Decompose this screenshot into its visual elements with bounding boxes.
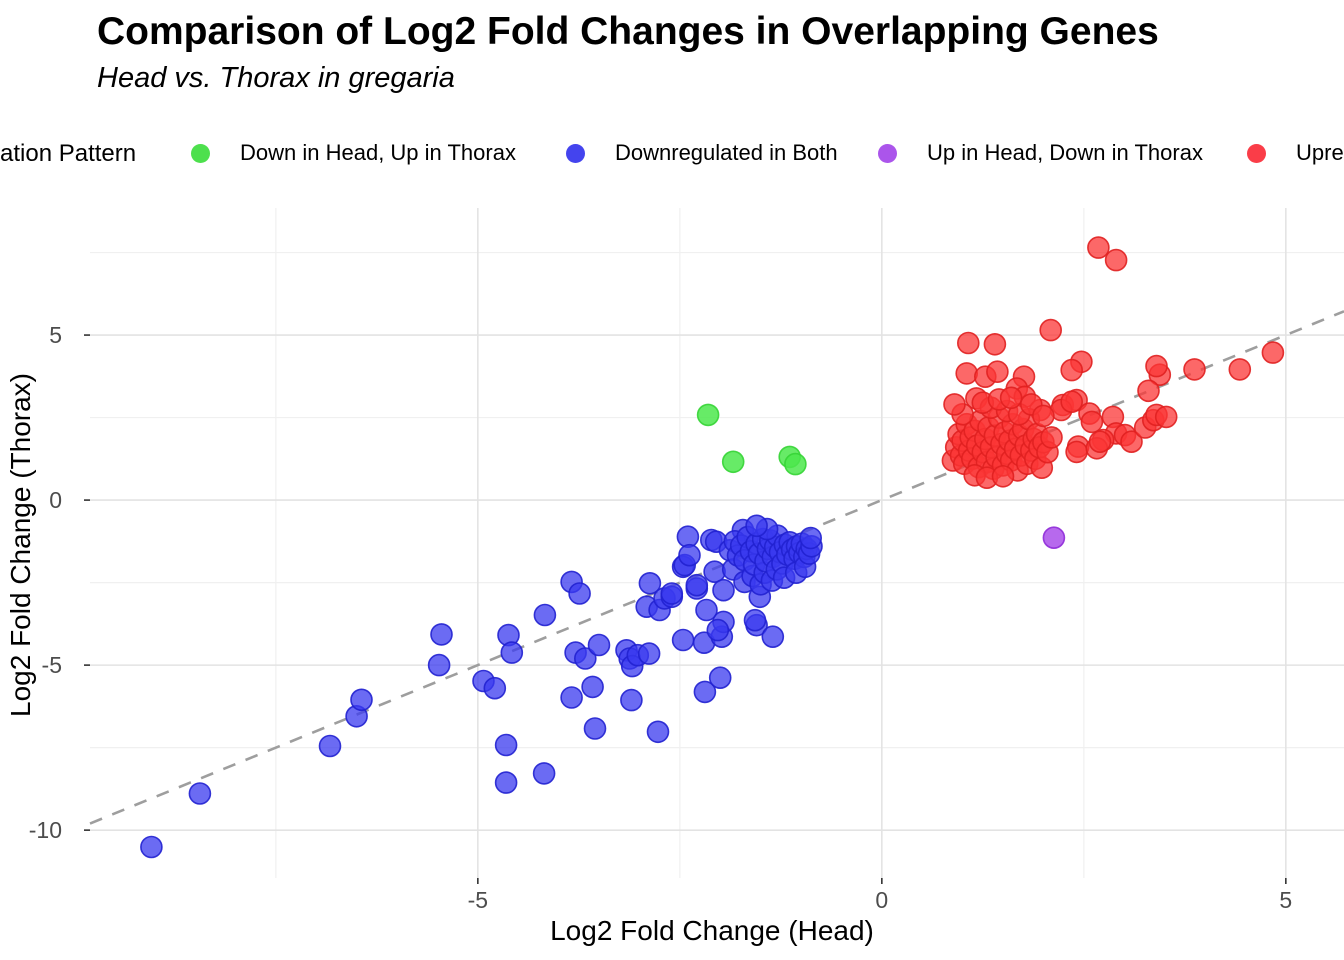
- data-point: [1228, 358, 1252, 381]
- x-tick-label: 5: [1279, 887, 1292, 913]
- legend-item-down-head-up-thorax: Down in Head, Up in Thorax: [191, 133, 516, 173]
- data-point: [140, 835, 163, 859]
- legend-dot-icon: [1247, 143, 1266, 163]
- legend-item-up-head-down-thorax: Up in Head, Down in Thorax: [878, 133, 1203, 173]
- y-tick-label: -10: [29, 817, 62, 843]
- data-point: [685, 573, 709, 597]
- data-point: [956, 331, 980, 355]
- data-point: [581, 675, 604, 699]
- data-point: [532, 762, 556, 785]
- data-point: [1104, 248, 1128, 272]
- data-point: [1120, 430, 1143, 453]
- data-point: [318, 734, 342, 758]
- data-point: [483, 676, 507, 700]
- data-point: [1080, 410, 1104, 434]
- chart-subtitle: Head vs. Thorax in gregaria: [97, 62, 455, 94]
- legend-title: ation Pattern: [0, 140, 137, 167]
- data-point: [1088, 430, 1112, 453]
- scatter-plot: -5 0 5 5 0 -5 -10 Log2 Fold Change (Head) Log2 F…: [5, 208, 1344, 946]
- legend-dot-icon: [878, 143, 897, 163]
- y-tick-label: 0: [49, 487, 62, 513]
- data-point: [1032, 404, 1055, 428]
- data-point: [587, 633, 611, 657]
- data-point: [986, 360, 1009, 383]
- data-point: [500, 641, 524, 664]
- data-point: [1087, 236, 1110, 259]
- data-point: [646, 720, 670, 744]
- data-point: [1065, 440, 1088, 464]
- data-point: [1060, 390, 1083, 413]
- data-point: [660, 582, 684, 605]
- data-point: [745, 514, 768, 538]
- data-point: [721, 450, 745, 474]
- data-point: [712, 578, 735, 602]
- data-point: [638, 571, 662, 595]
- data-point: [1145, 354, 1168, 378]
- data-point: [671, 628, 695, 652]
- data-point: [983, 333, 1007, 356]
- data-point: [1060, 358, 1083, 382]
- x-tick-label: 0: [875, 887, 888, 913]
- legend-item-upregulated-both: Upre: [1247, 133, 1344, 173]
- data-point: [991, 464, 1015, 488]
- data-point: [696, 403, 720, 427]
- legend-item-downregulated-both: Downregulated in Both: [566, 133, 838, 173]
- y-axis-title: Log2 Fold Change (Thorax): [5, 373, 36, 717]
- data-point: [1042, 526, 1066, 550]
- data-point: [999, 386, 1023, 410]
- y-tick-label: -5: [42, 652, 62, 678]
- data-point: [708, 666, 732, 690]
- data-point: [695, 598, 718, 622]
- data-point: [678, 543, 701, 567]
- data-point: [637, 642, 661, 665]
- data-point: [427, 653, 451, 677]
- data-point: [706, 618, 730, 642]
- data-point: [1137, 379, 1160, 403]
- data-point: [494, 733, 518, 757]
- data-point: [573, 647, 597, 670]
- data-point: [560, 686, 583, 709]
- data-point: [1039, 318, 1062, 342]
- x-tick-label: -5: [468, 887, 488, 913]
- data-point: [799, 526, 823, 550]
- data-point: [1154, 405, 1178, 429]
- data-point: [1040, 426, 1063, 449]
- data-point: [188, 782, 212, 805]
- data-point: [620, 688, 643, 712]
- data-point: [494, 771, 518, 794]
- data-point: [533, 603, 557, 627]
- data-point: [943, 393, 966, 416]
- legend: ation Pattern Down in Head, Up in Thorax…: [0, 133, 1344, 173]
- data-point: [693, 680, 717, 704]
- legend-dot-icon: [191, 143, 210, 163]
- data-point: [583, 717, 607, 740]
- data-point: [430, 623, 453, 646]
- data-point: [1261, 341, 1285, 364]
- y-tick-label: 5: [49, 322, 62, 348]
- data-point: [761, 625, 785, 649]
- x-axis-title: Log2 Fold Change (Head): [550, 915, 874, 946]
- data-point: [743, 608, 767, 632]
- chart-title: Comparison of Log2 Fold Changes in Overl…: [97, 10, 1159, 53]
- data-point: [955, 362, 979, 385]
- data-point: [1183, 358, 1206, 381]
- data-point: [568, 582, 591, 605]
- legend-dot-icon: [566, 143, 585, 163]
- data-point: [784, 452, 807, 476]
- data-point: [350, 688, 373, 712]
